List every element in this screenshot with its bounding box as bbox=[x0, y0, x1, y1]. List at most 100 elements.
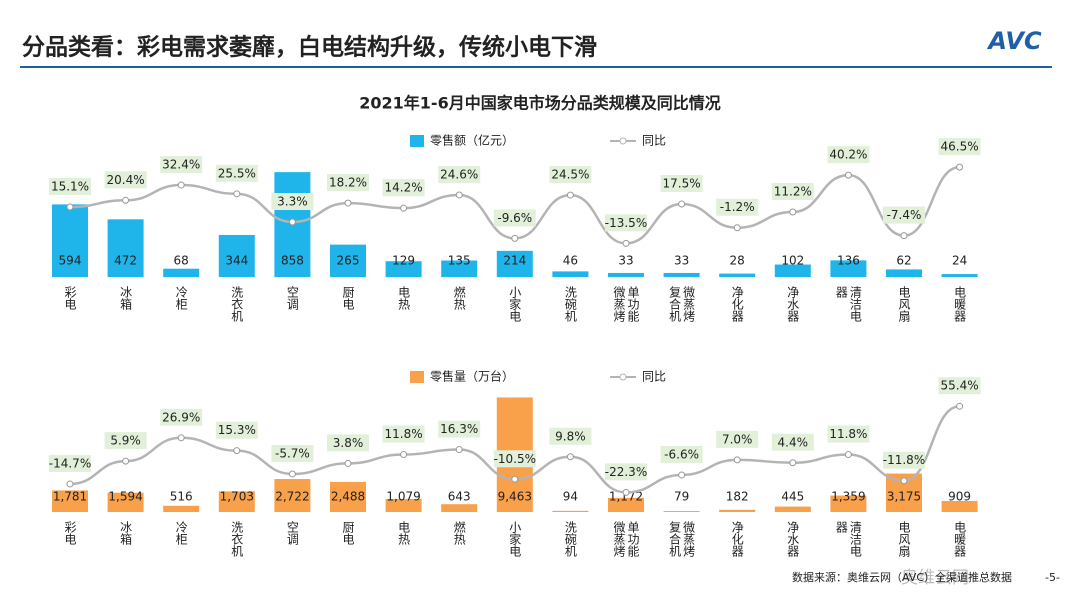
label-box bbox=[382, 425, 425, 443]
data-label: -9.6% bbox=[497, 211, 532, 225]
bar bbox=[608, 272, 644, 277]
bar bbox=[107, 492, 144, 512]
x-tick-label: 电热 bbox=[396, 521, 411, 545]
bar bbox=[830, 495, 867, 512]
x-tick-label: 电暖器 bbox=[952, 286, 967, 322]
marker bbox=[566, 453, 574, 461]
x-tick-label: 冷柜 bbox=[174, 521, 189, 545]
label-box bbox=[493, 209, 536, 227]
bar bbox=[552, 510, 589, 512]
data-label: 20.4% bbox=[107, 173, 145, 187]
marker bbox=[789, 459, 797, 467]
data-label: 55.4% bbox=[941, 379, 979, 393]
bar bbox=[663, 272, 700, 277]
legend-swatch bbox=[410, 135, 424, 147]
data-label: 32.4% bbox=[162, 158, 200, 172]
label-box bbox=[104, 171, 147, 189]
label-box bbox=[771, 182, 814, 200]
bar bbox=[552, 271, 589, 277]
bar bbox=[163, 268, 200, 277]
label-box bbox=[660, 445, 703, 463]
data-label: 1,703 bbox=[220, 490, 254, 504]
data-label: 24.5% bbox=[551, 168, 589, 182]
bar bbox=[330, 244, 366, 277]
data-label: 26.9% bbox=[162, 410, 200, 424]
data-label: -6.6% bbox=[664, 447, 699, 461]
marker bbox=[956, 163, 964, 171]
data-label: 9.8% bbox=[555, 429, 586, 443]
data-label: 33 bbox=[674, 254, 689, 268]
marker bbox=[344, 199, 352, 207]
data-label: 909 bbox=[948, 490, 971, 504]
bar bbox=[52, 204, 88, 277]
label-box bbox=[605, 214, 647, 232]
x-tick-label: 净水器 bbox=[785, 286, 800, 322]
label-box bbox=[327, 434, 369, 452]
data-label: -22.3% bbox=[605, 465, 647, 479]
marker bbox=[511, 234, 519, 242]
legend-swatch bbox=[410, 371, 424, 383]
bar bbox=[830, 260, 867, 277]
marker bbox=[622, 488, 630, 496]
marker bbox=[511, 475, 519, 483]
bar bbox=[107, 219, 144, 277]
data-label: 1,781 bbox=[53, 490, 87, 504]
data-label: 135 bbox=[448, 254, 471, 268]
bar bbox=[441, 504, 478, 512]
data-label: 9,463 bbox=[498, 490, 532, 504]
label-box bbox=[271, 444, 314, 462]
marker bbox=[233, 447, 241, 455]
bar bbox=[719, 273, 756, 277]
bar bbox=[941, 274, 978, 277]
x-tick-label: 电风扇 bbox=[897, 521, 911, 557]
label-box bbox=[49, 454, 91, 472]
label-box bbox=[938, 377, 981, 395]
x-tick-label: 微蒸烤复合机 bbox=[667, 521, 696, 557]
data-label: 1,359 bbox=[831, 490, 865, 504]
marker bbox=[177, 181, 185, 189]
data-label: 46.5% bbox=[941, 140, 979, 154]
marker bbox=[122, 457, 130, 465]
label-box bbox=[438, 165, 481, 183]
legend-label: 零售量（万台） bbox=[430, 369, 514, 384]
data-label: 25.5% bbox=[218, 166, 256, 180]
data-label: 40.2% bbox=[829, 148, 867, 162]
x-tick-label: 电热 bbox=[396, 286, 411, 310]
watermark: 奥维云网 bbox=[901, 568, 969, 588]
marker bbox=[900, 477, 908, 485]
x-tick-label: 电风扇 bbox=[897, 286, 911, 322]
marker bbox=[956, 402, 964, 410]
marker bbox=[288, 470, 296, 478]
marker bbox=[344, 459, 352, 467]
label-box bbox=[716, 198, 759, 216]
x-tick-label: 单功能微蒸烤 bbox=[612, 521, 640, 557]
data-label: 11.8% bbox=[385, 427, 423, 441]
line bbox=[69, 165, 960, 245]
data-label: 18.2% bbox=[329, 176, 367, 190]
x-tick-label: 燃热 bbox=[452, 521, 467, 545]
data-label: 2,488 bbox=[331, 490, 365, 504]
data-label: 1,079 bbox=[386, 490, 420, 504]
legend-marker bbox=[619, 137, 627, 145]
x-tick-label: 净水器 bbox=[785, 521, 800, 557]
bar bbox=[385, 261, 422, 277]
data-label: -10.5% bbox=[494, 452, 536, 466]
legend-label: 同比 bbox=[642, 134, 666, 148]
marker bbox=[622, 239, 630, 247]
label-box bbox=[605, 463, 647, 481]
page-number: -5- bbox=[1045, 571, 1060, 584]
data-label: 445 bbox=[781, 490, 804, 504]
bar bbox=[52, 490, 88, 512]
label-box bbox=[883, 451, 925, 469]
x-tick-label: 洗碗机 bbox=[563, 286, 578, 322]
marker bbox=[678, 471, 686, 479]
label-box bbox=[215, 421, 258, 439]
line bbox=[69, 404, 960, 494]
data-label: 594 bbox=[59, 254, 82, 268]
marker bbox=[66, 203, 74, 211]
label-box bbox=[827, 146, 870, 164]
label-box bbox=[271, 193, 314, 211]
bar bbox=[385, 498, 422, 512]
data-label: 3.8% bbox=[333, 436, 364, 450]
data-label: 33 bbox=[618, 254, 633, 268]
